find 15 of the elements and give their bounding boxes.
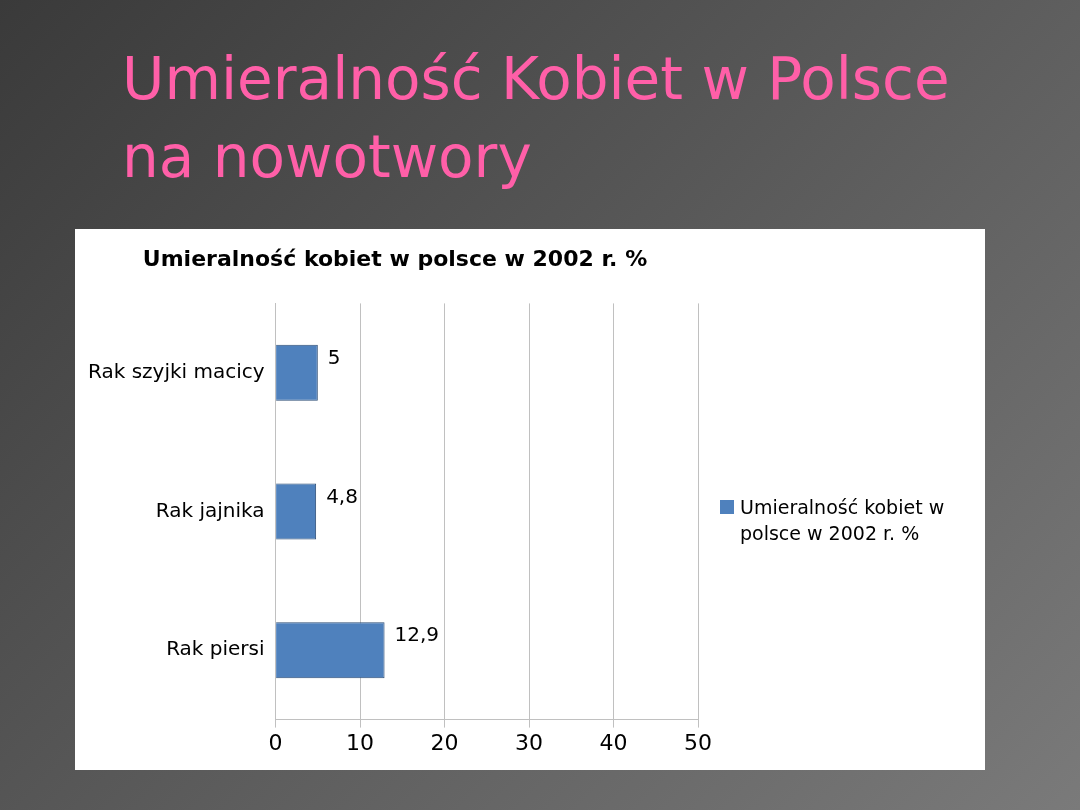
- x-tick-label: 0: [268, 729, 283, 755]
- legend-label: Umieralność kobiet w polsce w 2002 r. %: [740, 495, 946, 546]
- x-tick-label: 10: [346, 729, 375, 755]
- x-tick-label: 50: [684, 729, 712, 755]
- data-label: 4,8: [326, 483, 358, 508]
- chart-title: Umieralność Kobiet w Polsce na nowotwory: [122, 44, 951, 193]
- x-tick-label: 40: [599, 729, 628, 755]
- y-tick-label: Rak jajnika: [155, 497, 265, 522]
- x-tick-label: 30: [515, 729, 544, 755]
- data-label: 5: [327, 344, 341, 369]
- x-tick-label: 20: [430, 729, 459, 755]
- data-label: 12,9: [394, 622, 440, 647]
- y-tick-label: Rak szyjki macicy: [87, 358, 265, 383]
- y-tick-label: Rak piersi: [166, 636, 265, 661]
- chart-subtitle: Umieralność kobiet w polsce w 2002 r. %: [142, 245, 648, 271]
